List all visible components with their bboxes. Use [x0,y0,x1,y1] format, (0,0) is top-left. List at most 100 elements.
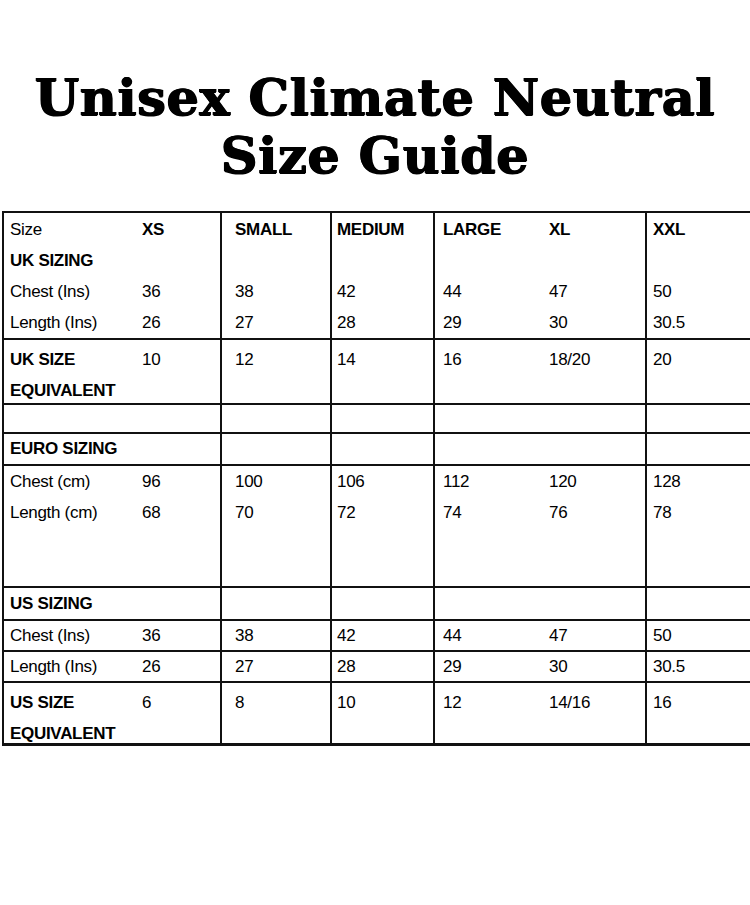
uk-chest-small: 38 [222,276,332,307]
empty-cell [332,405,435,432]
us-sizing-section-row: US SIZING [4,588,750,621]
uk-equiv-xs: 10 [142,340,222,403]
uk-size-equivalent-row: UK SIZE EQUIVALENT 10 12 14 16 18/20 20 [4,340,750,405]
uk-equiv-medium: 14 [332,340,435,403]
header-small: SMALL [222,213,332,246]
empty-cell [435,528,547,586]
euro-empty-row [4,528,750,588]
empty-cell [435,588,547,619]
uk-chest-row: Chest (Ins) 36 38 42 44 47 50 [4,276,750,307]
empty-cell [222,528,332,586]
euro-chest-small: 100 [222,466,332,497]
uk-sizing-section-row: UK SIZING [4,246,750,276]
uk-equiv-large: 16 [435,340,547,403]
size-guide-table: Size XS SMALL MEDIUM LARGE XL XXL UK SIZ… [2,211,750,746]
uk-size-equivalent-label-line1: UK SIZE [10,344,75,375]
empty-cell [435,405,547,432]
empty-cell [142,434,222,464]
empty-cell [647,434,750,464]
us-chest-large: 44 [435,621,547,650]
us-length-medium: 28 [332,652,435,681]
us-length-large: 29 [435,652,547,681]
euro-length-small: 70 [222,497,332,528]
uk-chest-label: Chest (Ins) [4,276,142,307]
header-xxl: XXL [647,213,750,246]
empty-cell [222,434,332,464]
empty-cell [332,434,435,464]
empty-cell [547,405,647,432]
uk-length-row: Length (Ins) 26 27 28 29 30 30.5 [4,307,750,340]
us-equiv-medium: 10 [332,683,435,743]
uk-length-medium: 28 [332,307,435,338]
empty-cell [4,528,142,586]
us-chest-row: Chest (Ins) 36 38 42 44 47 50 [4,621,750,652]
us-chest-small: 38 [222,621,332,650]
uk-equiv-xxl: 20 [647,340,750,403]
empty-cell [332,588,435,619]
uk-equiv-xl: 18/20 [547,340,647,403]
spacer-row [4,405,750,434]
euro-chest-xs: 96 [142,466,222,497]
euro-length-medium: 72 [332,497,435,528]
empty-cell [647,405,750,432]
euro-length-large: 74 [435,497,547,528]
header-size-label: Size [4,213,142,246]
header-medium: MEDIUM [332,213,435,246]
uk-chest-xl: 47 [547,276,647,307]
uk-size-equivalent-label-line2: EQUIVALENT [10,375,115,403]
us-equiv-large: 12 [435,683,547,743]
uk-length-xs: 26 [142,307,222,338]
page-title: Unisex Climate Neutral Size Guide [0,68,750,184]
us-chest-xs: 36 [142,621,222,650]
page-title-line2: Size Guide [0,126,750,184]
us-size-equivalent-row: US SIZE EQUIVALENT 6 8 10 12 14/16 16 [4,683,750,746]
empty-cell [142,528,222,586]
us-equiv-xxl: 16 [647,683,750,743]
uk-chest-large: 44 [435,276,547,307]
euro-sizing-section-row: EURO SIZING [4,434,750,466]
euro-chest-label: Chest (cm) [4,466,142,497]
header-xl: XL [547,213,647,246]
empty-cell [647,528,750,586]
euro-sizing-section-label: EURO SIZING [4,434,142,464]
euro-chest-large: 112 [435,466,547,497]
us-equiv-xl: 14/16 [547,683,647,743]
euro-length-xl: 76 [547,497,647,528]
empty-cell [547,588,647,619]
us-sizing-section-label: US SIZING [4,588,142,619]
us-length-row: Length (Ins) 26 27 28 29 30 30.5 [4,652,750,683]
us-chest-xl: 47 [547,621,647,650]
us-chest-medium: 42 [332,621,435,650]
euro-length-row: Length (cm) 68 70 72 74 76 78 [4,497,750,528]
empty-cell [142,588,222,619]
us-size-equivalent-label-line2: EQUIVALENT [10,718,115,743]
uk-sizing-section-label: UK SIZING [4,246,142,276]
empty-cell [222,246,332,276]
empty-cell [547,528,647,586]
empty-cell [142,405,222,432]
empty-cell [547,434,647,464]
us-chest-label: Chest (Ins) [4,621,142,650]
uk-length-large: 29 [435,307,547,338]
us-length-xl: 30 [547,652,647,681]
euro-length-xs: 68 [142,497,222,528]
uk-chest-xxl: 50 [647,276,750,307]
uk-length-label: Length (Ins) [4,307,142,338]
us-equiv-xs: 6 [142,683,222,743]
empty-cell [142,246,222,276]
euro-chest-row: Chest (cm) 96 100 106 112 120 128 [4,466,750,497]
euro-chest-medium: 106 [332,466,435,497]
euro-length-xxl: 78 [647,497,750,528]
empty-cell [222,405,332,432]
empty-cell [647,588,750,619]
empty-cell [547,246,647,276]
empty-cell [647,246,750,276]
uk-equiv-small: 12 [222,340,332,403]
uk-length-xl: 30 [547,307,647,338]
uk-length-xxl: 30.5 [647,307,750,338]
us-size-equivalent-label-line1: US SIZE [10,687,74,718]
empty-cell [332,528,435,586]
us-equiv-small: 8 [222,683,332,743]
us-size-equivalent-label: US SIZE EQUIVALENT [4,683,142,743]
header-xs: XS [142,213,222,246]
